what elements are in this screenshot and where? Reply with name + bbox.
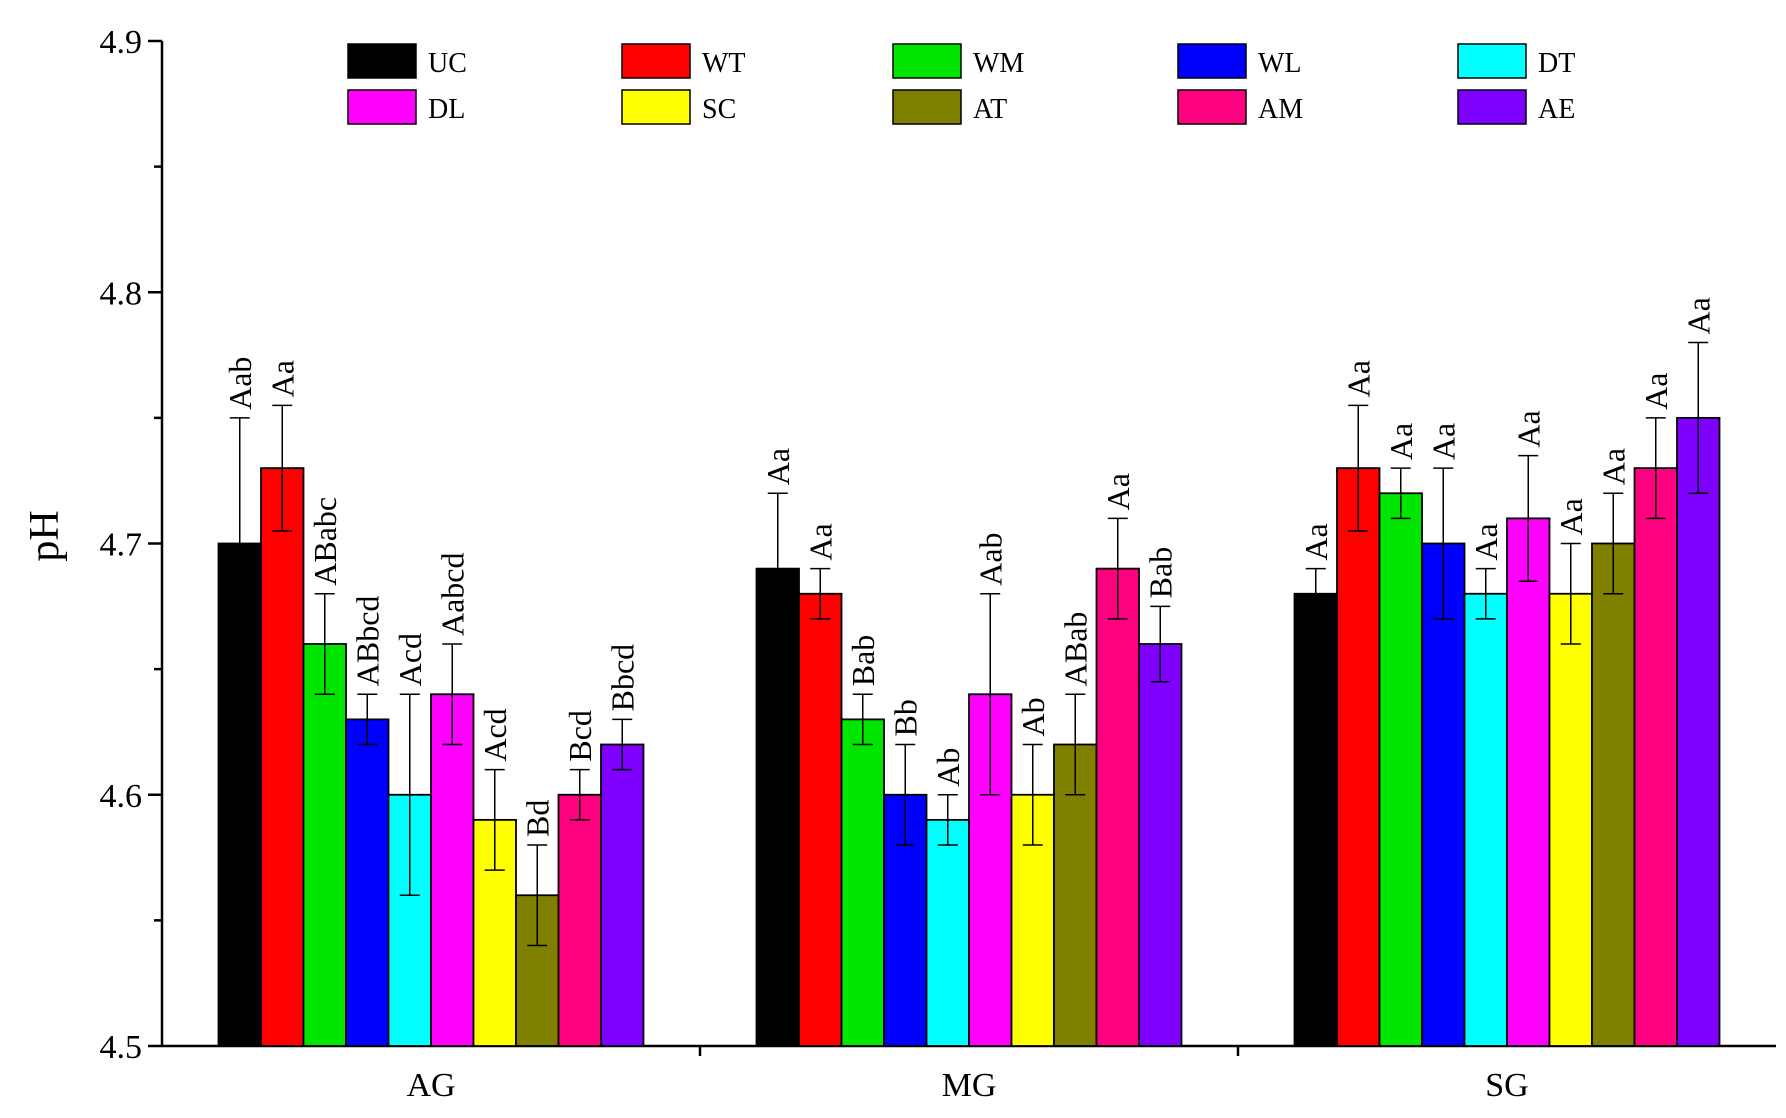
legend-swatch [621,43,691,79]
significance-label: ABabc [307,497,343,586]
bar [1095,567,1140,1047]
y-tick-label: 4.8 [100,275,143,312]
legend-swatch [1457,89,1527,125]
y-tick-label: 4.6 [100,778,143,815]
significance-label: Aa [1595,448,1631,485]
significance-label: Bbcd [604,644,640,712]
significance-label: Aa [802,523,838,560]
bar [1463,592,1508,1047]
significance-label: Aa [1425,423,1461,460]
bar [1676,416,1721,1047]
significance-label: Bcd [562,710,598,762]
legend: UC WT WM WL DT DL SC AT AM AE [347,43,1575,125]
legend-label: WT [702,48,746,79]
significance-label: ABbcd [349,596,385,687]
legend-swatch [1177,43,1247,79]
legend-label: SC [702,94,736,125]
significance-label: Aa [1100,473,1136,510]
significance-label: Aabcd [434,552,470,636]
significance-label: Bb [887,699,923,736]
bar [1293,592,1338,1047]
legend-label: DT [1538,48,1575,79]
legend-label: AE [1538,94,1575,125]
significance-label: Aa [264,360,300,397]
bar [1633,467,1678,1047]
legend-label: WM [973,48,1024,79]
legend-label: UC [428,48,467,79]
legend-label: WL [1258,48,1302,79]
significance-label: Bd [519,800,555,837]
significance-label: Bab [1142,547,1178,599]
legend-label: DL [428,94,465,125]
bar [798,592,843,1047]
y-tick-label: 4.7 [100,527,143,564]
bar [755,567,800,1047]
bar [1138,643,1183,1047]
x-category-label: MG [942,1067,997,1104]
legend-swatch [621,89,691,125]
significance-label: Ab [930,748,966,787]
significance-label: Aa [1298,523,1334,560]
legend-swatch [892,43,962,79]
significance-label: Aa [1468,523,1504,560]
legend-swatch [347,89,417,125]
legend-swatch [1177,89,1247,125]
significance-label: Aa [1340,360,1376,397]
bar [1336,467,1381,1047]
bar [430,693,475,1047]
significance-label: Aa [1383,423,1419,460]
significance-label: ABab [1057,612,1093,687]
legend-label: AM [1258,94,1303,125]
significance-label: Aab [972,532,1008,585]
bar [345,718,390,1047]
bar [1506,517,1551,1047]
significance-label: Acd [477,708,513,761]
bar [1378,492,1423,1047]
bar [925,818,970,1047]
significance-label: Aa [1510,410,1546,447]
bar [1548,592,1593,1047]
bar [1591,542,1636,1047]
significance-label: Aa [1680,297,1716,334]
significance-label: Aa [760,448,796,485]
bar [840,718,885,1047]
x-category-label: SG [1485,1067,1528,1104]
bar [302,643,347,1047]
significance-label: Aa [1553,498,1589,535]
bar [260,467,305,1047]
significance-label: Ab [1015,697,1051,736]
y-tick-label: 4.5 [100,1029,143,1066]
bar [557,793,602,1047]
x-category-label: AG [406,1067,455,1104]
significance-label: Aab [222,357,258,410]
bar [600,743,645,1047]
legend-swatch [1457,43,1527,79]
significance-label: Bab [845,635,881,687]
significance-label: Aa [1638,373,1674,410]
y-axis-title: pH [22,510,68,561]
legend-swatch [347,43,417,79]
legend-label: AT [973,94,1007,125]
y-tick-label: 4.9 [100,24,143,61]
legend-swatch [892,89,962,125]
significance-label: Acd [392,633,428,686]
